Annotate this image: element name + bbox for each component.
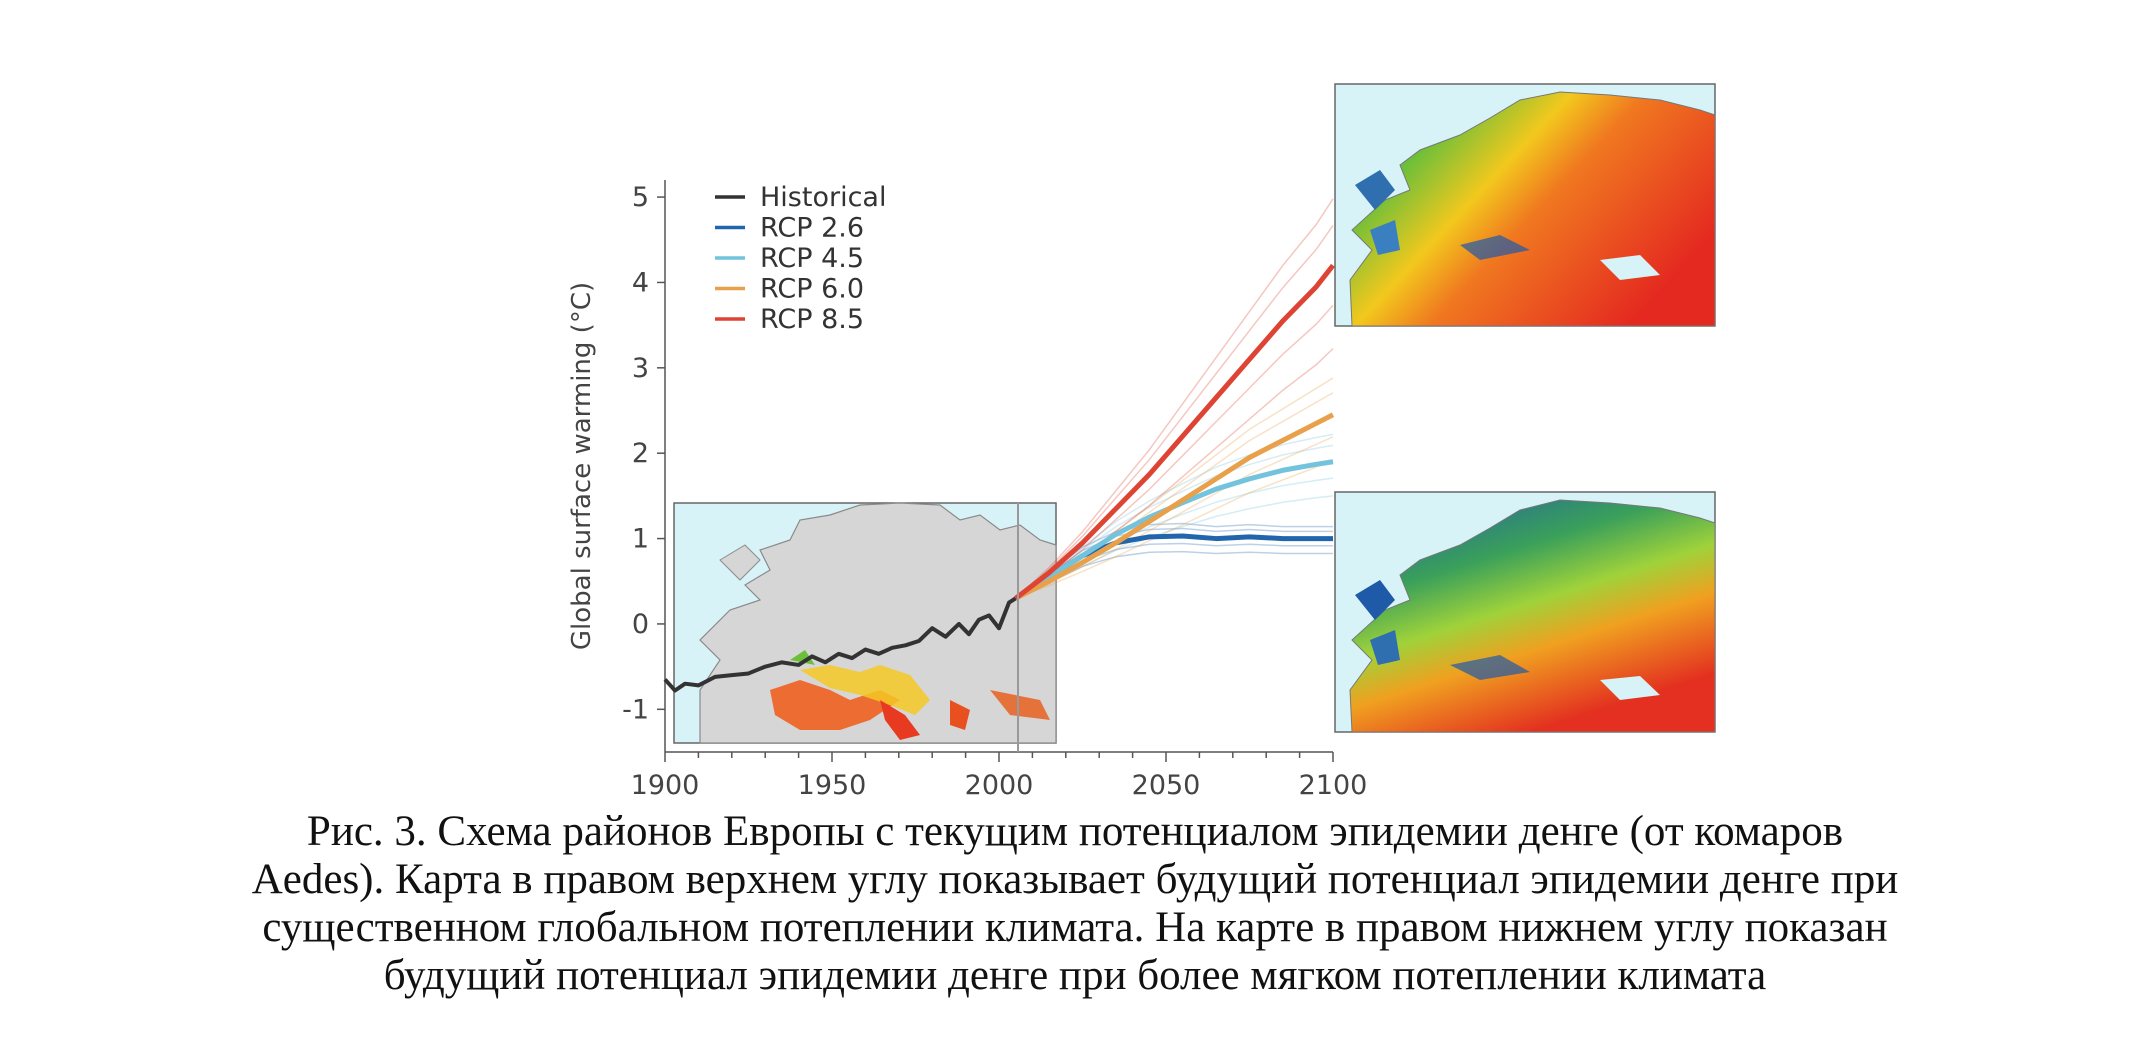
legend-label: RCP 2.6 <box>760 213 864 244</box>
europe-mild-warming-map <box>1334 491 1716 733</box>
x-tick-label: 1900 <box>631 770 700 801</box>
europe-current-map <box>673 502 1057 744</box>
ensemble-member-line <box>1015 198 1334 599</box>
y-tick-label: 3 <box>632 353 649 384</box>
series-layer <box>663 263 1335 693</box>
x-tick-label: 2100 <box>1299 770 1368 801</box>
series-line-historical <box>663 596 1017 693</box>
y-axis-title: Global surface warming (°C) <box>567 282 597 650</box>
y-tick-label: 4 <box>632 267 649 298</box>
europe-high-warming-map <box>1334 83 1716 327</box>
y-axis-ticks: -1 0 1 2 3 4 5 <box>622 182 665 725</box>
series-line-rcp-8-5 <box>1014 263 1335 601</box>
x-tick-label: 2000 <box>965 770 1034 801</box>
x-tick-label: 1950 <box>798 770 867 801</box>
ensemble-member-line <box>1015 444 1334 599</box>
legend-label: RCP 4.5 <box>760 243 864 274</box>
ensemble-member-line <box>1015 436 1334 600</box>
caption-line-1: Рис. 3. Схема районов Европы с текущим п… <box>306 808 1844 855</box>
x-axis-ticks: 1900 1950 2000 2050 2100 <box>631 752 1368 801</box>
y-tick-label: 5 <box>632 182 649 213</box>
y-tick-label: 1 <box>632 524 649 555</box>
y-tick-label: -1 <box>622 694 649 725</box>
ensemble-member-line <box>1015 495 1334 600</box>
ensemble-member-line <box>1015 459 1334 600</box>
caption-line-4: будущий потенциал эпидемии денге при бол… <box>383 952 1767 999</box>
legend-label: RCP 6.0 <box>760 274 864 305</box>
ensemble-spread <box>1015 198 1334 600</box>
y-tick-label: 2 <box>632 438 649 469</box>
ensemble-member-line <box>1015 550 1333 600</box>
y-tick-label: 0 <box>632 609 649 640</box>
legend-label: Historical <box>760 182 886 213</box>
climate-figure: -1 0 1 2 3 4 5 1900 1950 2000 2050 2100 Global sur… <box>567 83 1716 801</box>
ensemble-member-line <box>1015 527 1333 599</box>
ensemble-member-line <box>1015 304 1334 599</box>
series-line-rcp-6-0 <box>1014 412 1335 601</box>
x-tick-label: 2050 <box>1132 770 1201 801</box>
chart-svg: -1 0 1 2 3 4 5 1900 1950 2000 2050 2100 Global sur… <box>567 83 1716 801</box>
figure-caption: Рис. 3. Схема районов Европы с текущим п… <box>95 808 2055 1000</box>
legend-label: RCP 8.5 <box>760 304 864 335</box>
ensemble-member-line <box>1015 224 1334 599</box>
caption-line-3: существенном глобальном потеплении клима… <box>262 904 1888 951</box>
caption-line-2: Aedes). Карта в правом верхнем углу пока… <box>251 856 1899 903</box>
